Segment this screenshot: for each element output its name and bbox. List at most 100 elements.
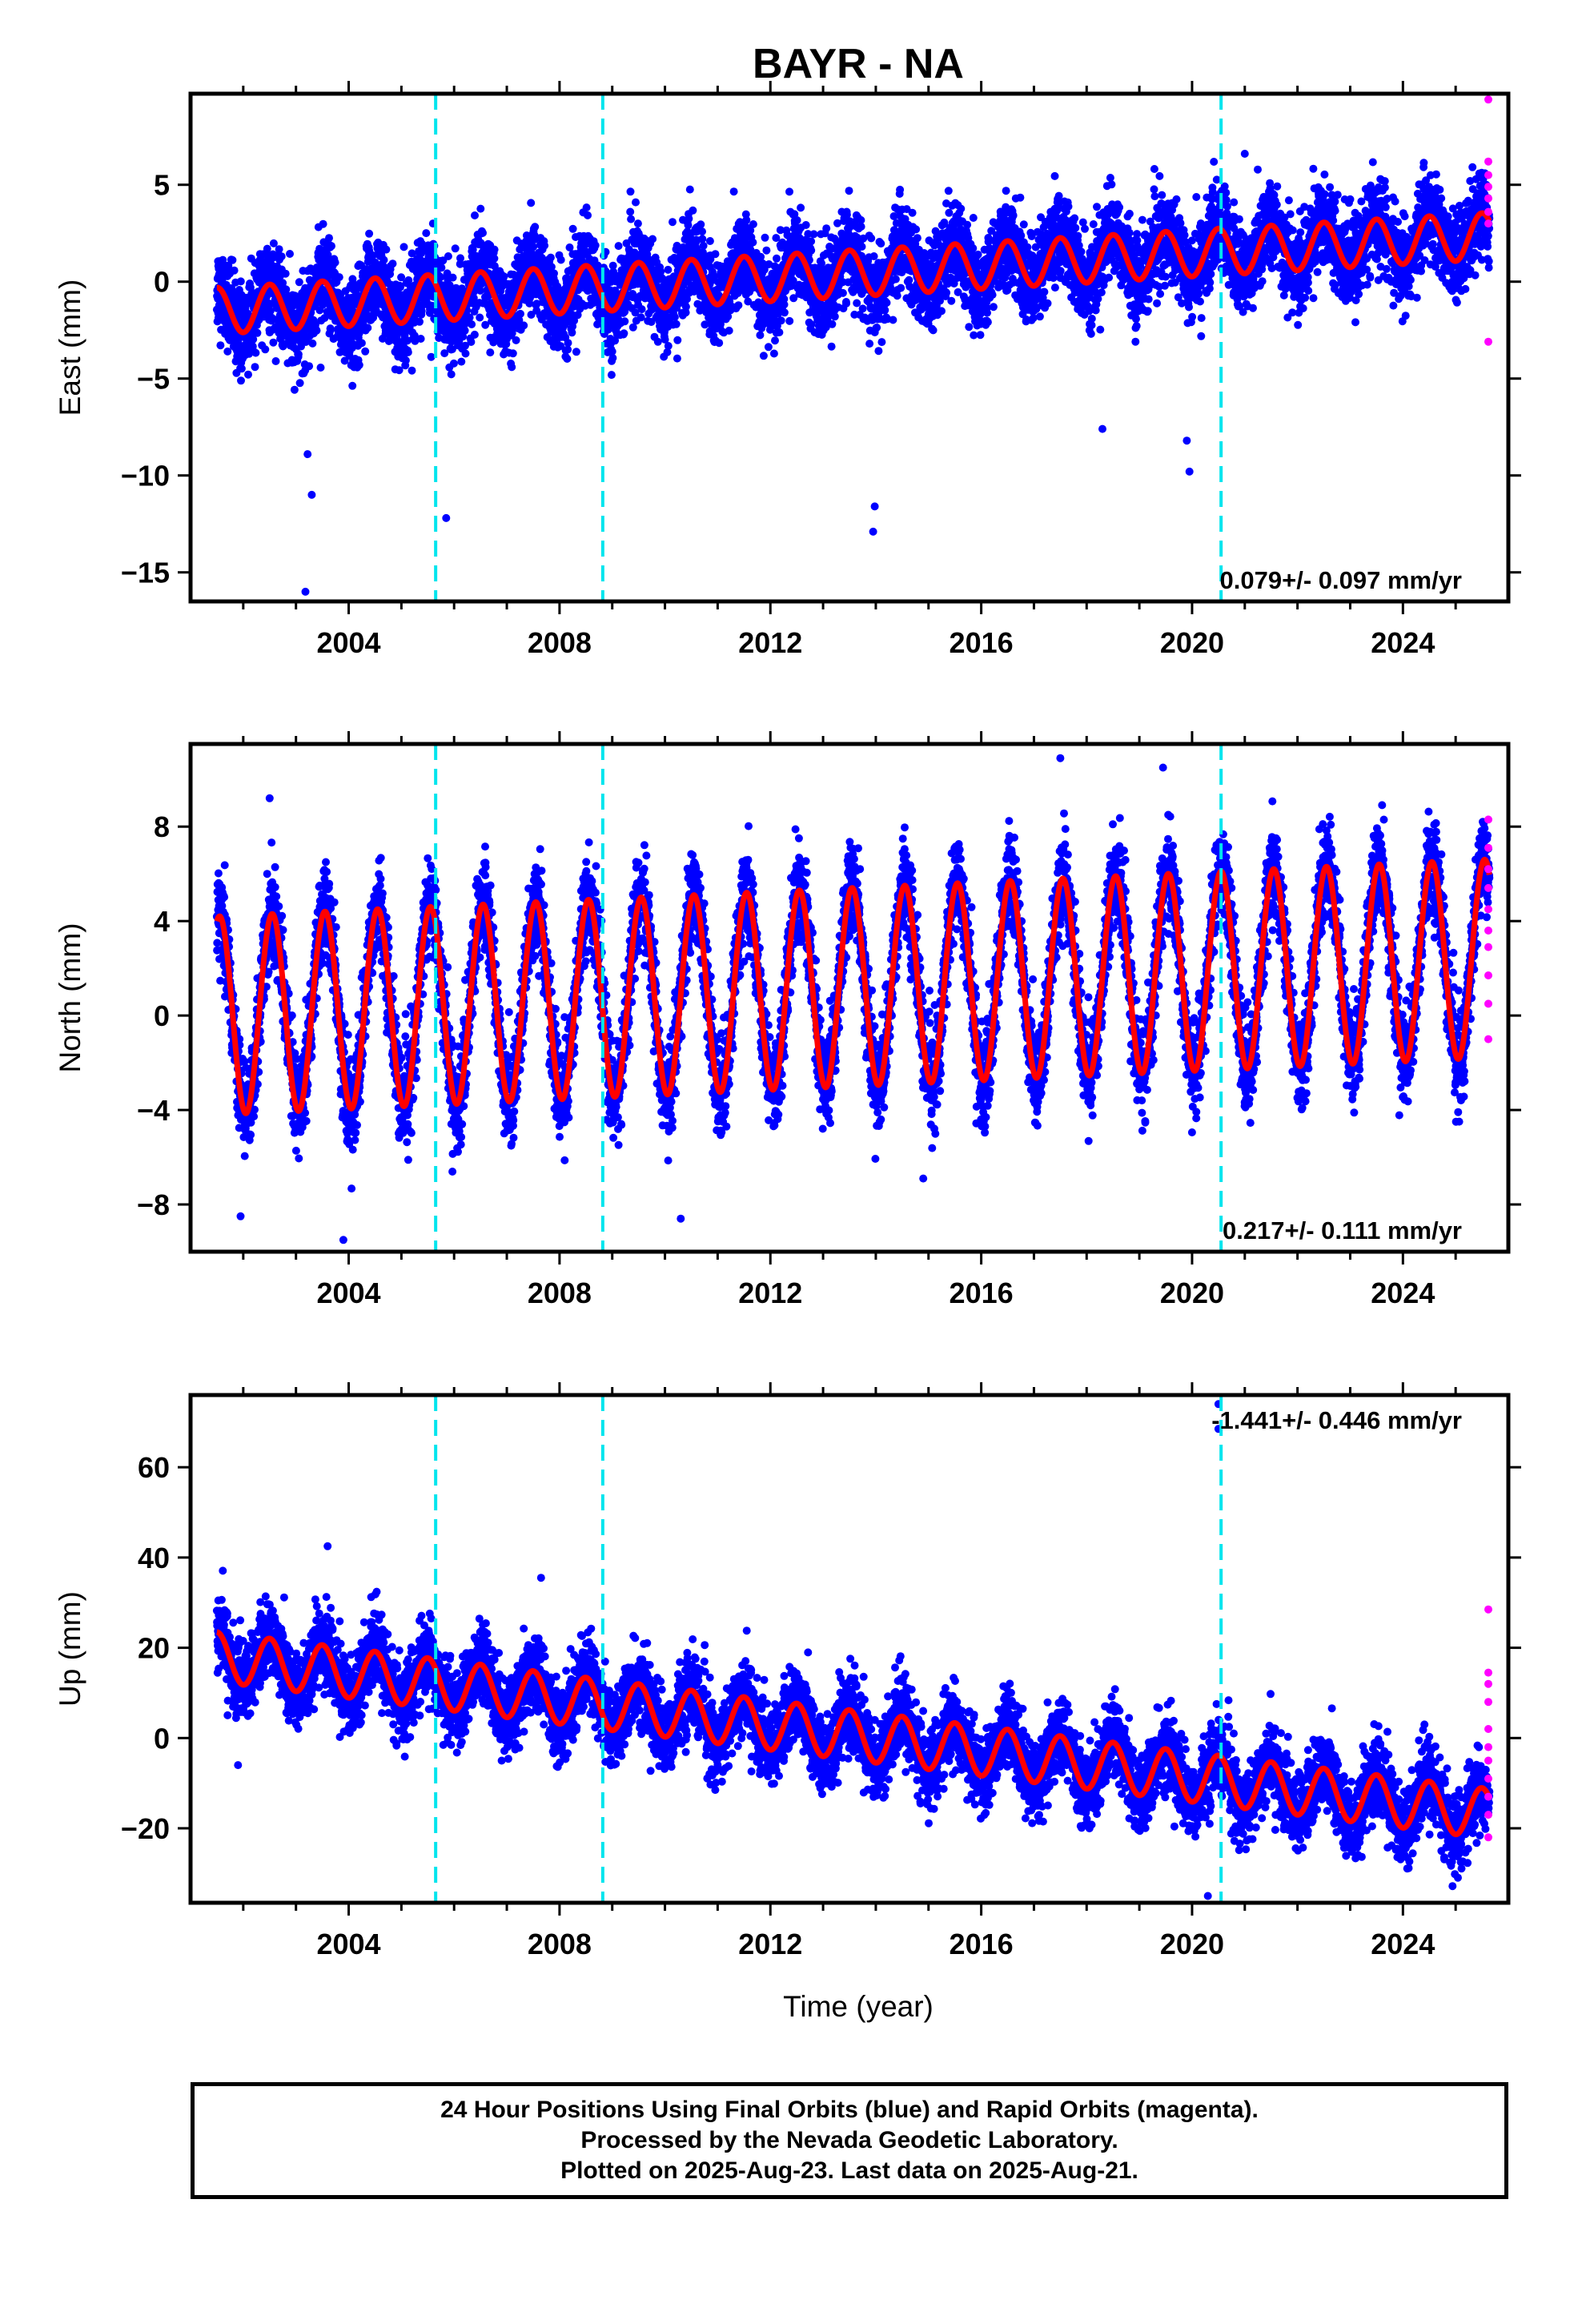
final-orbit-point bbox=[626, 187, 635, 196]
final-orbit-point bbox=[490, 254, 499, 263]
final-orbit-point bbox=[246, 283, 255, 292]
final-orbit-point bbox=[830, 312, 839, 321]
final-orbit-point bbox=[697, 220, 705, 229]
final-orbit-point bbox=[762, 246, 771, 255]
final-orbit-point bbox=[531, 223, 540, 231]
final-orbit-point bbox=[891, 275, 900, 283]
final-orbit-point bbox=[653, 337, 662, 346]
final-orbit-point bbox=[669, 218, 677, 227]
final-orbit-point bbox=[451, 244, 460, 253]
final-orbit-point bbox=[563, 355, 572, 363]
final-orbit-point bbox=[266, 307, 275, 316]
final-orbit-point bbox=[508, 349, 517, 358]
chart-title: BAYR - NA bbox=[753, 41, 964, 87]
final-orbit-point bbox=[448, 273, 457, 282]
final-orbit-point bbox=[422, 229, 431, 238]
final-orbit-point bbox=[749, 238, 757, 247]
final-orbit-point bbox=[827, 342, 836, 351]
final-orbit-point bbox=[771, 336, 779, 345]
final-orbit-point bbox=[357, 339, 366, 348]
final-orbit-point bbox=[447, 370, 456, 379]
final-orbit-point bbox=[632, 198, 640, 207]
final-orbit-point bbox=[400, 243, 408, 251]
final-orbit-point bbox=[520, 321, 528, 330]
final-orbit-point bbox=[780, 300, 789, 309]
final-orbit-point bbox=[316, 364, 325, 372]
final-orbit-point bbox=[348, 381, 357, 390]
final-orbit-point bbox=[327, 326, 335, 335]
final-orbit-point bbox=[379, 255, 388, 264]
final-orbit-point bbox=[236, 277, 245, 286]
final-orbit-point bbox=[715, 339, 724, 348]
final-orbit-point bbox=[251, 363, 259, 372]
final-orbit-point bbox=[584, 211, 592, 219]
final-orbit-point bbox=[608, 354, 617, 362]
final-orbit-point bbox=[897, 283, 905, 292]
final-orbit-point bbox=[271, 357, 280, 365]
final-orbit-point bbox=[648, 235, 657, 243]
final-orbit-point bbox=[637, 305, 646, 314]
final-orbit-point bbox=[759, 352, 768, 360]
final-orbit-point bbox=[295, 278, 303, 287]
final-orbit-point bbox=[734, 301, 743, 310]
final-orbit-point bbox=[773, 254, 781, 263]
final-orbit-point bbox=[361, 347, 370, 356]
final-orbit-point bbox=[913, 234, 921, 243]
final-orbit-point bbox=[476, 204, 485, 213]
final-orbit-point bbox=[976, 331, 985, 340]
final-orbit-point bbox=[756, 331, 765, 340]
final-orbit-point bbox=[689, 206, 697, 215]
final-orbit-point bbox=[490, 245, 499, 254]
final-orbit-point bbox=[444, 252, 452, 260]
final-orbit-point bbox=[308, 339, 317, 348]
final-orbit-point bbox=[261, 345, 270, 354]
final-orbit-point bbox=[673, 354, 681, 363]
final-orbit-point bbox=[456, 254, 464, 263]
final-orbit-point bbox=[294, 350, 303, 359]
final-orbit-point bbox=[269, 338, 278, 347]
final-orbit-point bbox=[797, 203, 805, 212]
final-orbit-point bbox=[685, 215, 693, 223]
final-orbit-point bbox=[614, 242, 623, 251]
final-orbit-point bbox=[945, 208, 954, 217]
final-orbit-point bbox=[460, 326, 469, 335]
final-orbit-point bbox=[467, 338, 476, 346]
final-orbit-point bbox=[896, 185, 905, 194]
final-orbit-point bbox=[877, 239, 885, 248]
final-orbit-point bbox=[327, 242, 335, 251]
final-orbit-point bbox=[942, 288, 951, 297]
final-orbit-point bbox=[699, 241, 708, 250]
plot-area bbox=[212, 94, 1494, 601]
final-orbit-point bbox=[761, 233, 769, 242]
final-orbit-point bbox=[801, 221, 810, 229]
final-orbit-point bbox=[527, 199, 536, 207]
final-orbit-point bbox=[664, 265, 673, 274]
final-orbit-point bbox=[838, 288, 847, 297]
final-orbit-point bbox=[468, 320, 476, 328]
final-orbit-point bbox=[382, 245, 391, 254]
final-orbit-point bbox=[729, 187, 738, 196]
final-orbit-point bbox=[929, 326, 938, 335]
final-orbit-point bbox=[672, 320, 681, 328]
final-orbit-point bbox=[807, 246, 816, 255]
final-orbit-point bbox=[889, 316, 897, 324]
final-orbit-point bbox=[335, 273, 343, 282]
final-orbit-point bbox=[408, 366, 416, 375]
final-orbit-point bbox=[275, 245, 283, 254]
final-orbit-point bbox=[486, 348, 495, 357]
final-orbit-point bbox=[607, 371, 616, 380]
final-orbit-point bbox=[627, 215, 636, 223]
final-orbit-point bbox=[793, 216, 801, 224]
final-orbit-point bbox=[253, 328, 262, 337]
final-orbit-point bbox=[963, 220, 972, 229]
final-orbit-point bbox=[858, 304, 867, 313]
final-orbit-point bbox=[251, 348, 260, 357]
final-orbit-point bbox=[938, 307, 946, 316]
final-orbit-point bbox=[749, 220, 757, 228]
final-orbit-point bbox=[822, 224, 831, 233]
final-orbit-point bbox=[470, 330, 479, 339]
final-orbit-point bbox=[636, 313, 645, 322]
final-orbit-point bbox=[564, 339, 572, 348]
final-orbit-point bbox=[698, 235, 707, 243]
